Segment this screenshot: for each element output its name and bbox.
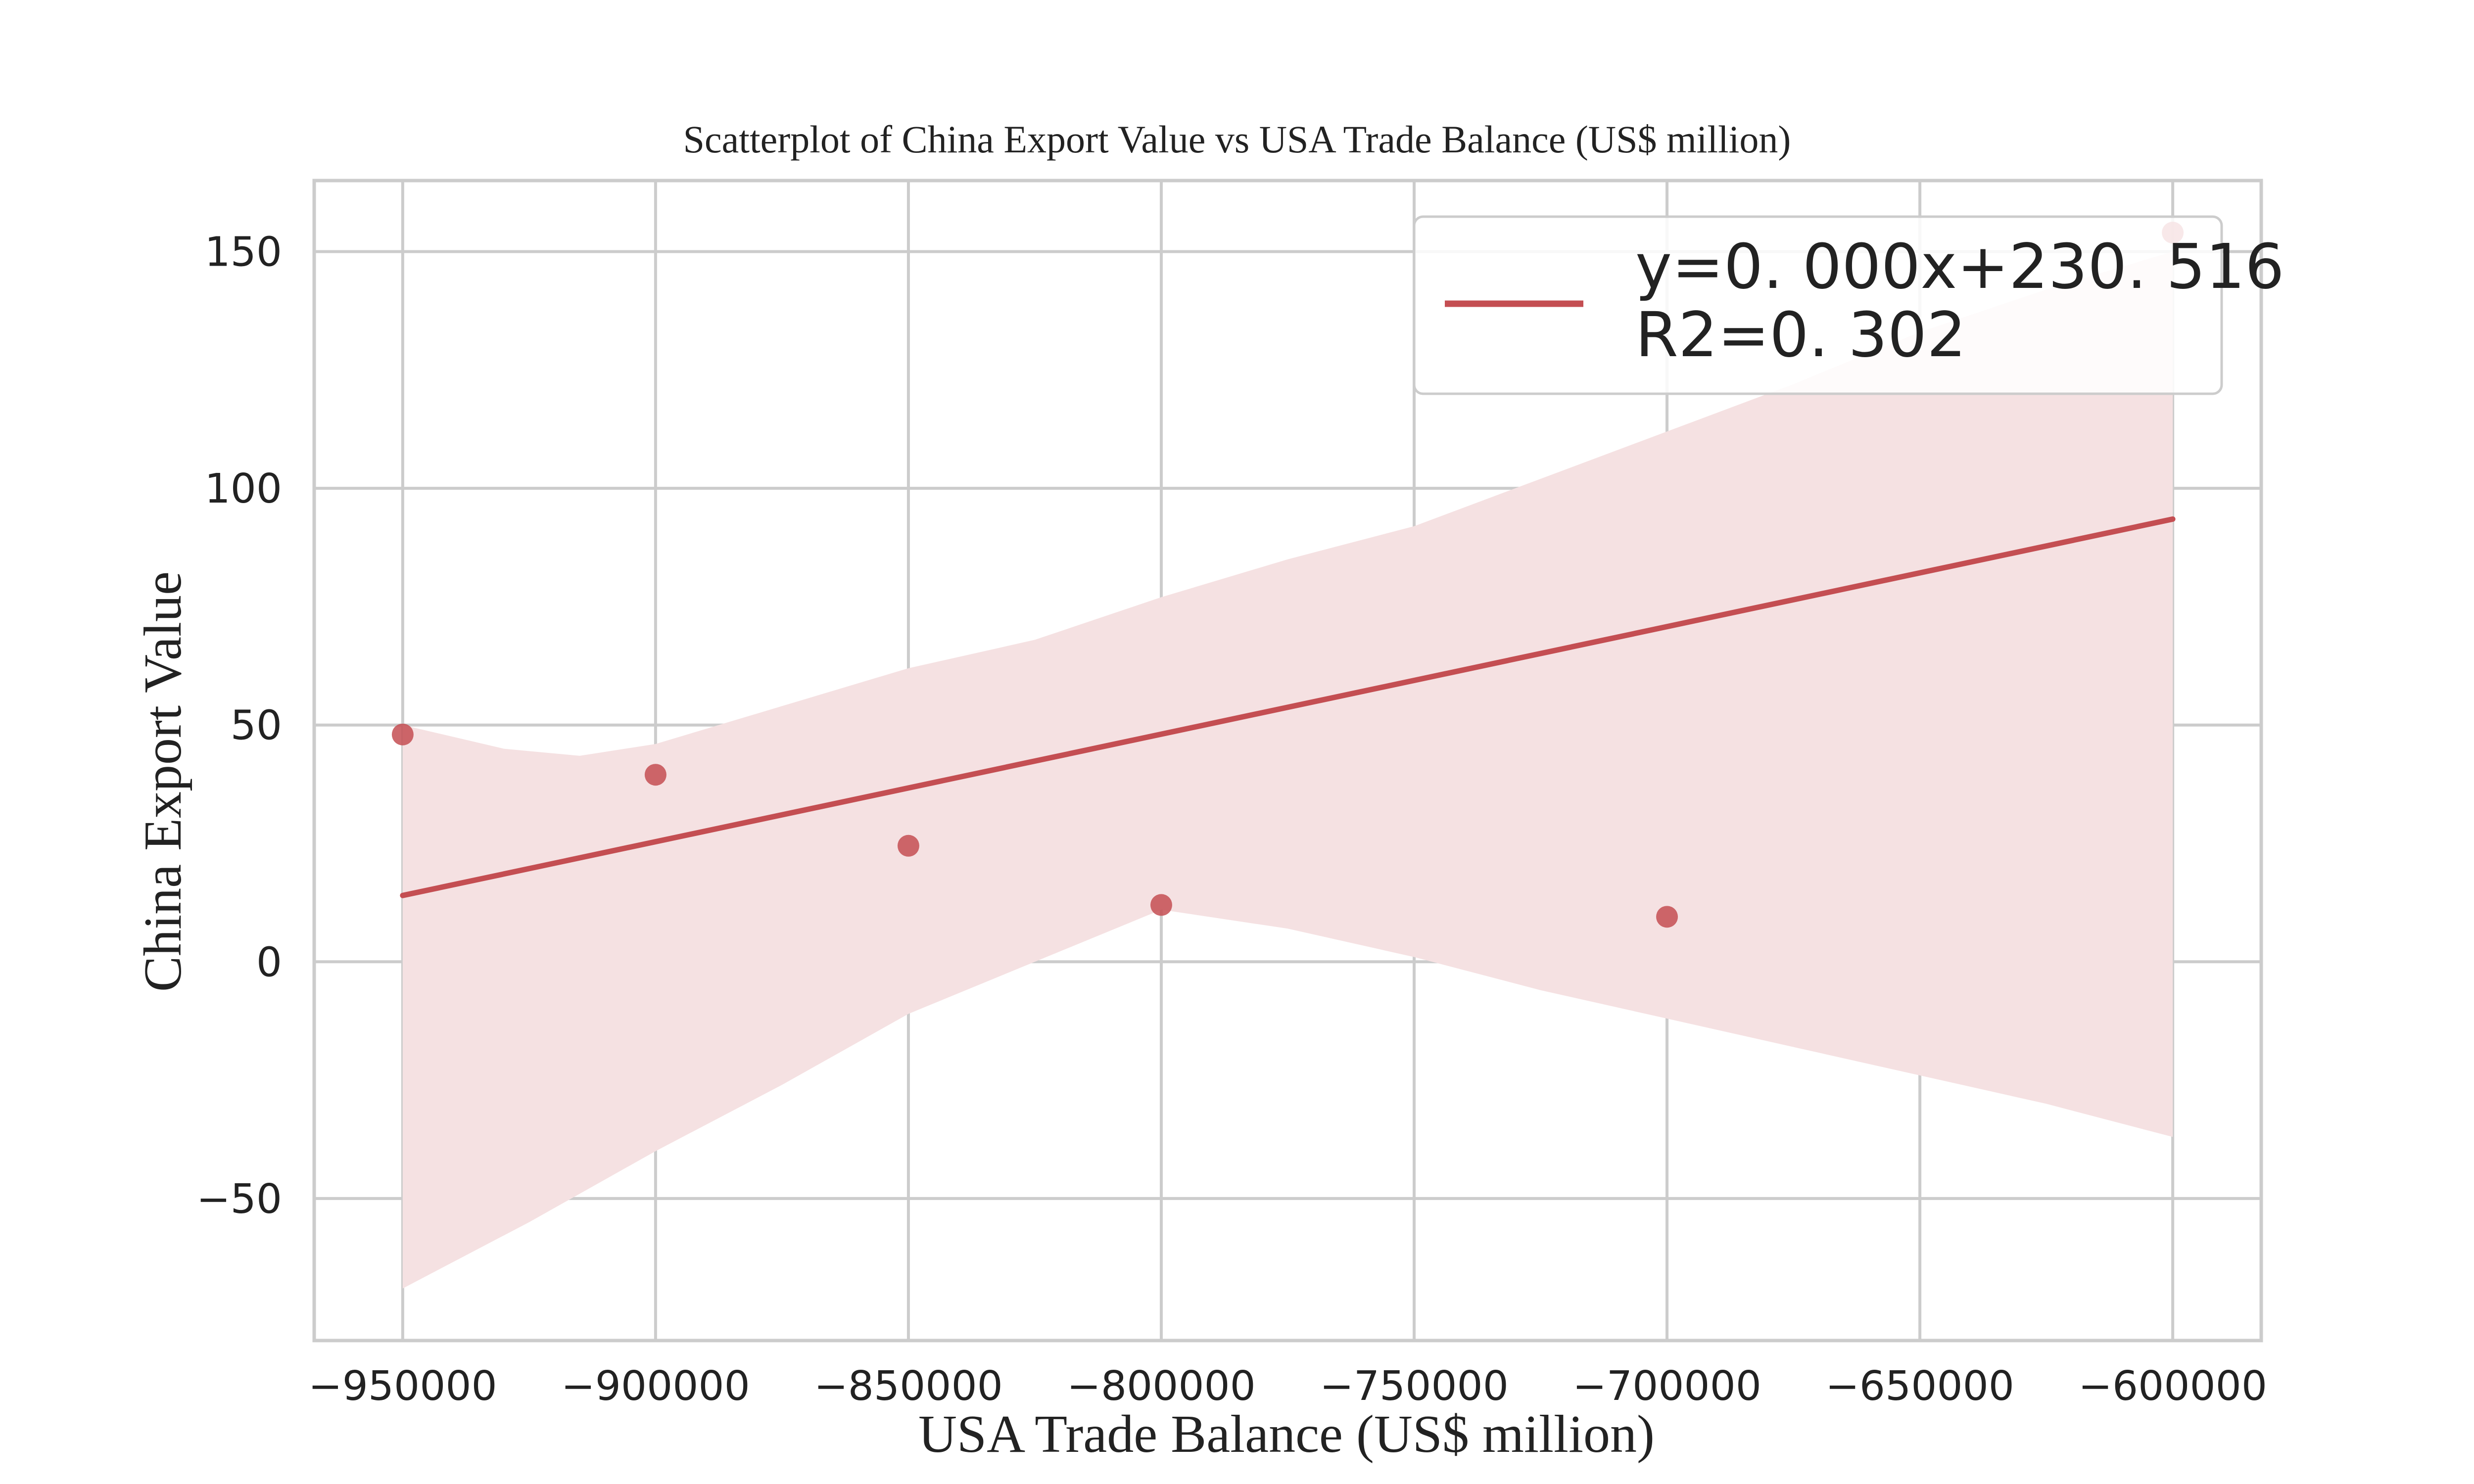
y-tick-label: 150 — [204, 229, 282, 276]
y-tick-label: −50 — [196, 1176, 282, 1223]
legend: y=0. 000x+230. 516 R2=0. 302 — [1413, 215, 2284, 395]
y-tick-label: 0 — [256, 939, 282, 986]
plot-frame — [312, 179, 2263, 1343]
regression-line — [400, 516, 2176, 898]
x-tick-label: −950000 — [308, 1363, 497, 1410]
x-tick-label: −850000 — [814, 1363, 1003, 1410]
data-point — [391, 723, 414, 745]
x-tick-label: −750000 — [1320, 1363, 1509, 1410]
y-tick-label: 50 — [231, 702, 282, 749]
legend-equation: y=0. 000x+230. 516 — [1635, 231, 2284, 303]
data-points — [391, 222, 2184, 928]
chart-title: Scatterplot of China Export Value vs USA… — [683, 118, 1791, 161]
x-tick-label: −700000 — [1572, 1363, 1761, 1410]
data-point — [897, 835, 919, 857]
data-point — [1656, 906, 1678, 928]
x-tick-labels: −950000 −900000 −850000 −800000 −750000 −7000… — [308, 1363, 2267, 1410]
data-point — [1150, 894, 1172, 916]
data-point — [644, 764, 666, 786]
x-tick-label: −600000 — [2078, 1363, 2267, 1410]
x-tick-label: −900000 — [561, 1363, 750, 1410]
legend-r-squared: R2=0. 302 — [1635, 299, 1966, 371]
y-tick-label: 100 — [204, 465, 282, 512]
y-axis-label: China Export Value — [134, 571, 192, 992]
x-tick-label: −650000 — [1825, 1363, 2014, 1410]
confidence-band — [402, 251, 2173, 1289]
x-tick-label: −800000 — [1067, 1363, 1256, 1410]
legend-box — [1413, 215, 2223, 395]
x-axis-label: USA Trade Balance (US$ million) — [918, 1405, 1655, 1464]
y-tick-labels: −50 0 50 100 150 — [196, 229, 282, 1223]
